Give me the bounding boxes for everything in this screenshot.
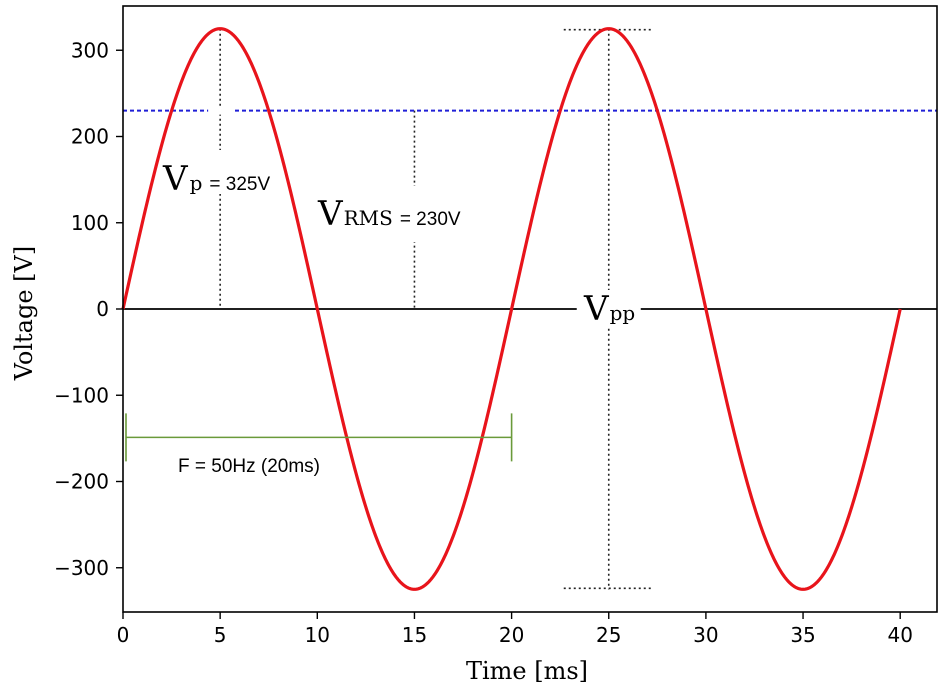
vpp-main: V <box>583 289 610 329</box>
zero-line-layer <box>123 303 937 315</box>
x-tick-label: 20 <box>499 623 524 647</box>
y-axis-label: Voltage [V] <box>10 246 38 381</box>
y-tick-label: 300 <box>71 38 109 62</box>
label-mask-0 <box>208 150 233 194</box>
sine-curve <box>121 27 902 591</box>
vp-sub: p <box>190 171 203 195</box>
axis-ticks: 0 5 10 15 20 25 30 35 40 300 200 100 0 −100 −200 −300 <box>54 38 913 647</box>
vp-main: V <box>162 159 189 199</box>
x-tick-label: 15 <box>402 623 427 647</box>
x-tick-label: 0 <box>117 623 130 647</box>
x-tick-label: 25 <box>596 623 621 647</box>
y-tick-label: 0 <box>96 297 109 321</box>
rms-line-layer <box>123 106 937 115</box>
period-marker <box>125 413 513 462</box>
x-tick-label: 10 <box>305 623 330 647</box>
x-tick-label: 40 <box>887 623 912 647</box>
sine-series <box>121 27 902 591</box>
vrms-value: = 230V <box>400 209 461 230</box>
y-tick-label: 200 <box>71 125 109 149</box>
vrms-label: VRMS = 230V <box>317 194 461 234</box>
x-axis-label: Time [ms] <box>466 657 588 685</box>
rms-gap-mask <box>208 106 233 115</box>
x-tick-label: 35 <box>790 623 815 647</box>
y-tick-label: −300 <box>54 556 109 580</box>
y-tick-label: 100 <box>71 211 109 235</box>
vpp-sub: pp <box>610 301 636 325</box>
x-tick-label: 5 <box>214 623 227 647</box>
vrms-main: V <box>317 194 344 234</box>
x-tick-label: 30 <box>693 623 718 647</box>
label-mask-1 <box>406 186 423 242</box>
y-tick-label: −200 <box>54 470 109 494</box>
vrms-sub: RMS <box>344 206 393 230</box>
period-label: F = 50Hz (20ms) <box>178 456 320 477</box>
vp-value: = 325V <box>209 174 270 195</box>
vpp-zero-mask <box>576 303 641 315</box>
vpp-label: Vpp <box>583 289 635 329</box>
y-tick-label: −100 <box>54 383 109 407</box>
